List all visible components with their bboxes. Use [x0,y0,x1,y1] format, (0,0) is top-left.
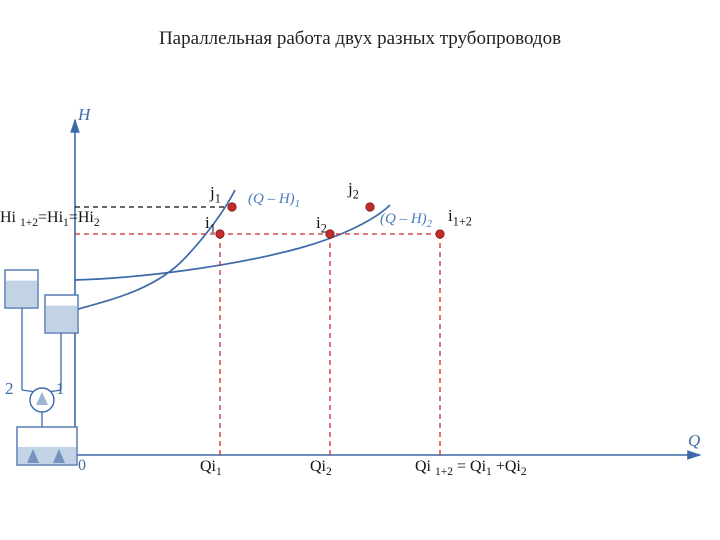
label-i12: i1+2 [448,206,472,229]
tank-upper-right-water [46,306,77,332]
point-i12 [436,230,444,238]
label-j1: j1 [210,183,221,206]
schematic-label-1: 1 [56,379,65,399]
label-qi2: Qi2 [310,458,332,478]
diagram-svg [0,0,720,540]
curve-qh2 [75,205,390,280]
tank-lower-water [18,447,76,464]
label-j2: j2 [348,179,359,202]
origin-label: 0 [78,457,86,475]
hi-equality-label: Нi 1+2=Нi1=Нi2 [0,209,100,229]
page-title: Параллельная работа двух разных трубопро… [0,28,720,50]
label-qh2: (Q – H)2 [380,211,432,230]
axis-label-h: Н [78,105,90,125]
point-i1 [216,230,224,238]
axis-label-q: Q [688,431,700,451]
point-i2 [326,230,334,238]
label-qi1: Qi1 [200,458,222,478]
curve-qh1 [75,190,235,310]
label-i2: i2 [316,213,327,236]
label-i1: i1 [205,213,216,236]
point-j1 [228,203,236,211]
label-qi12: Qi 1+2 = Qi1 +Qi2 [415,458,527,478]
label-qh1: (Q – H)1 [248,191,300,210]
schematic-label-2: 2 [5,379,14,399]
tank-upper-left-water [6,281,37,307]
point-j2 [366,203,374,211]
